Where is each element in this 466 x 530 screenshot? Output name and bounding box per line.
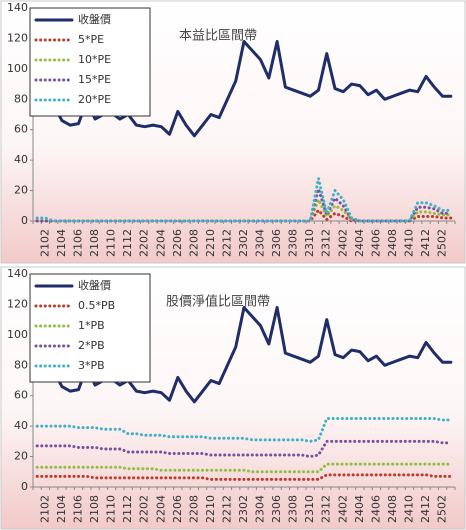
chart-panel: 0 20 40 60 80 100 120 140 2102 2104 2106 2108 2110 21… (0, 0, 466, 264)
legend-label: 5*PE (78, 33, 104, 46)
x-tick-label: 2502 (436, 495, 449, 523)
x-tick-label: 2306 (270, 229, 283, 257)
y-tick-label: 0 (21, 480, 28, 493)
legend-label: 3*PB (78, 359, 105, 372)
legend-label: 收盤價 (78, 12, 111, 26)
x-tick-label: 2102 (38, 495, 51, 523)
x-tick-label: 2302 (237, 495, 250, 523)
x-tick-label: 2212 (220, 229, 233, 257)
legend-label: 10*PE (78, 53, 111, 66)
x-tick-label: 2402 (336, 229, 349, 257)
x-tick-label: 2208 (187, 229, 200, 257)
chart-panel: 0 20 40 60 80 100 120 140 2102 2104 2106 2108 2110 21… (0, 266, 466, 530)
x-tick-label: 2110 (105, 495, 118, 523)
y-tick-label: 0 (21, 214, 28, 227)
x-tick-label: 2206 (171, 495, 184, 523)
y-tick-label: 120 (7, 297, 28, 310)
x-tick-label: 2110 (105, 229, 118, 257)
series-line (35, 176, 453, 223)
legend: 收盤價 0.5*PB 1*PB 2*PB 3*PB (29, 273, 151, 383)
x-tick-label: 2412 (419, 495, 432, 523)
chart-title: 本益比區間帶 (179, 29, 257, 44)
series-line (35, 439, 453, 459)
y-tick-label: 60 (14, 389, 28, 402)
x-tick-label: 2312 (320, 495, 333, 523)
x-tick-label: 2108 (88, 495, 101, 523)
y-tick-label: 120 (7, 31, 28, 44)
x-tick-label: 2406 (369, 495, 382, 523)
y-tick-label: 40 (14, 153, 28, 166)
x-tick-label: 2202 (138, 495, 151, 523)
y-tick-label: 140 (7, 267, 28, 280)
x-tick-label: 2410 (402, 229, 415, 257)
legend-label: 1*PB (78, 319, 105, 332)
x-tick-label: 2404 (353, 495, 366, 523)
x-tick-label: 2208 (187, 495, 200, 523)
x-tick-label: 2106 (72, 229, 85, 257)
x-tick-label: 2410 (402, 495, 415, 523)
x-tick-label: 2210 (204, 495, 217, 523)
x-tick-label: 2308 (287, 229, 300, 257)
x-tick-label: 2502 (436, 229, 449, 257)
y-tick-label: 20 (14, 450, 28, 463)
legend-box (29, 7, 151, 117)
x-tick-label: 2412 (419, 229, 432, 257)
x-tick-label: 2304 (254, 495, 267, 523)
x-tick-label: 2406 (369, 229, 382, 257)
chart-title: 股價淨值比區間帶 (166, 294, 270, 310)
series-line (35, 473, 453, 481)
x-tick-label: 2404 (353, 229, 366, 257)
x-tick-label: 2104 (55, 229, 68, 257)
y-tick-label: 40 (14, 419, 28, 432)
y-tick-label: 100 (7, 328, 28, 341)
x-tick-label: 2304 (254, 229, 267, 257)
x-tick-label: 2204 (154, 229, 167, 257)
series-line (35, 462, 453, 474)
legend: 收盤價 5*PE 10*PE 15*PE 20*PE (29, 7, 151, 117)
y-tick-label: 60 (14, 123, 28, 136)
x-tick-label: 2308 (287, 495, 300, 523)
x-tick-label: 2102 (38, 229, 51, 257)
y-tick-label: 80 (14, 92, 28, 105)
x-tick-label: 2408 (386, 495, 399, 523)
legend-label: 0.5*PB (78, 299, 115, 312)
x-tick-label: 2212 (220, 495, 233, 523)
x-tick-label: 2202 (138, 229, 151, 257)
x-tick-label: 2402 (336, 495, 349, 523)
series-line (35, 417, 453, 443)
x-tick-label: 2206 (171, 229, 184, 257)
x-tick-label: 2312 (320, 229, 333, 257)
legend-label: 2*PB (78, 339, 105, 352)
x-tick-label: 2108 (88, 229, 101, 257)
x-tick-label: 2210 (204, 229, 217, 257)
y-tick-label: 140 (7, 1, 28, 14)
x-tick-label: 2306 (270, 495, 283, 523)
x-tick-label: 2302 (237, 229, 250, 257)
x-tick-label: 2408 (386, 229, 399, 257)
x-tick-label: 2106 (72, 495, 85, 523)
x-tick-label: 2112 (121, 495, 134, 523)
y-tick-label: 100 (7, 62, 28, 75)
x-tick-label: 2112 (121, 229, 134, 257)
y-tick-label: 80 (14, 358, 28, 371)
x-tick-label: 2104 (55, 495, 68, 523)
x-tick-label: 2310 (303, 495, 316, 523)
x-tick-label: 2310 (303, 229, 316, 257)
legend-label: 15*PE (78, 73, 111, 86)
x-tick-label: 2204 (154, 495, 167, 523)
legend-label: 收盤價 (78, 278, 111, 292)
legend-label: 20*PE (78, 93, 111, 106)
y-tick-label: 20 (14, 184, 28, 197)
legend-box (29, 273, 151, 383)
